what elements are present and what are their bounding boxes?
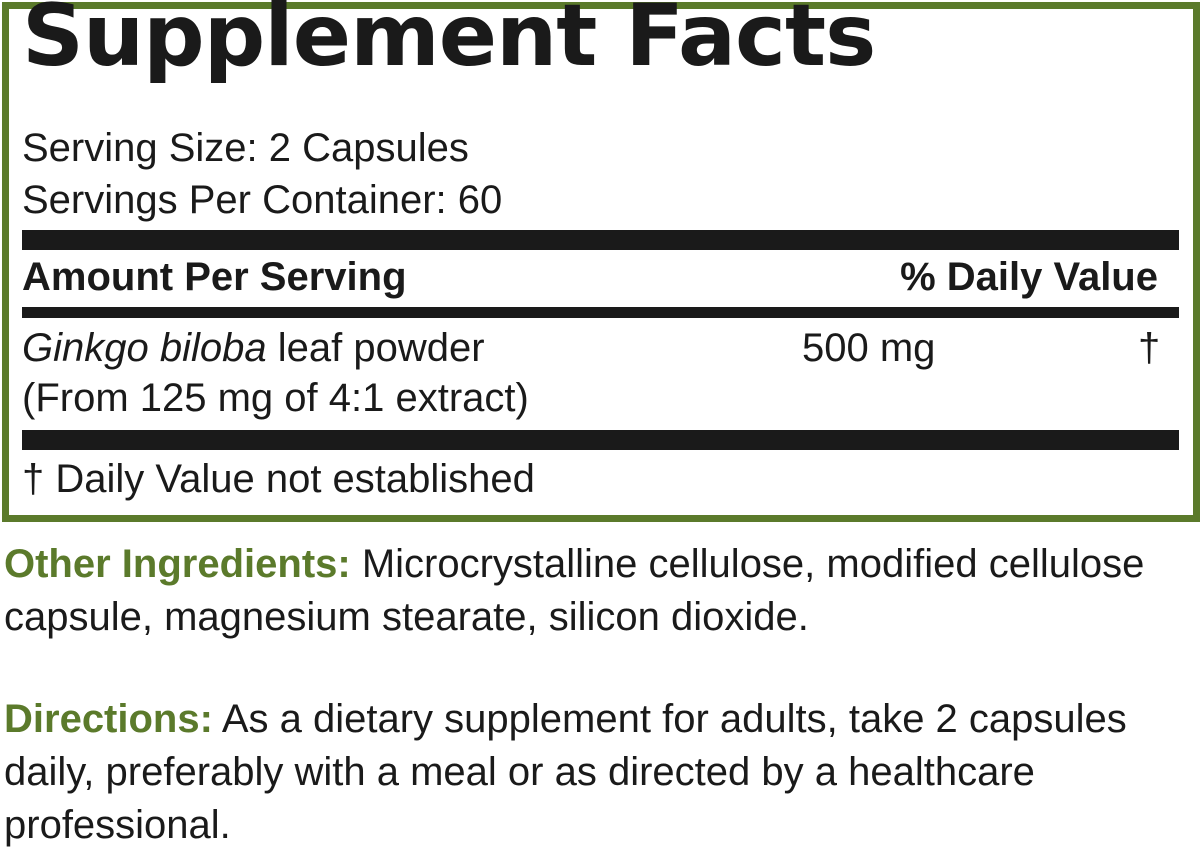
ingredient-dv: † xyxy=(1138,326,1161,370)
directions-text: As a dietary supplement for adults, take… xyxy=(4,697,1127,847)
other-ingredients-label: Other Ingredients: xyxy=(4,542,351,586)
ingredient-amount: 500 mg xyxy=(802,326,936,370)
thick-divider xyxy=(22,230,1179,250)
other-ingredients-text: Microcrystalline cellulose, modified cel… xyxy=(4,542,1145,639)
directions: Directions: As a dietary supplement for … xyxy=(4,693,1194,852)
other-ingredients: Other Ingredients: Microcrystalline cell… xyxy=(4,538,1194,644)
ingredient-name: Ginkgo biloba leaf powder xyxy=(22,323,485,373)
directions-label: Directions: xyxy=(4,697,213,741)
servings-per-container: Servings Per Container: 60 xyxy=(22,178,503,222)
serving-size: Serving Size: 2 Capsules xyxy=(22,126,469,170)
panel-title: Supplement Facts xyxy=(22,0,876,86)
ingredient-detail: (From 125 mg of 4:1 extract) xyxy=(22,376,529,420)
footnote: † Daily Value not established xyxy=(22,457,535,501)
thick-divider-bottom xyxy=(22,430,1179,450)
ingredient-name-rest: leaf powder xyxy=(266,326,485,370)
ingredient-latin-name: Ginkgo biloba xyxy=(22,326,267,370)
thin-divider xyxy=(22,307,1179,318)
amount-per-serving-header: Amount Per Serving xyxy=(22,255,407,299)
supplement-facts-panel xyxy=(2,2,1200,522)
daily-value-header: % Daily Value xyxy=(900,255,1158,299)
